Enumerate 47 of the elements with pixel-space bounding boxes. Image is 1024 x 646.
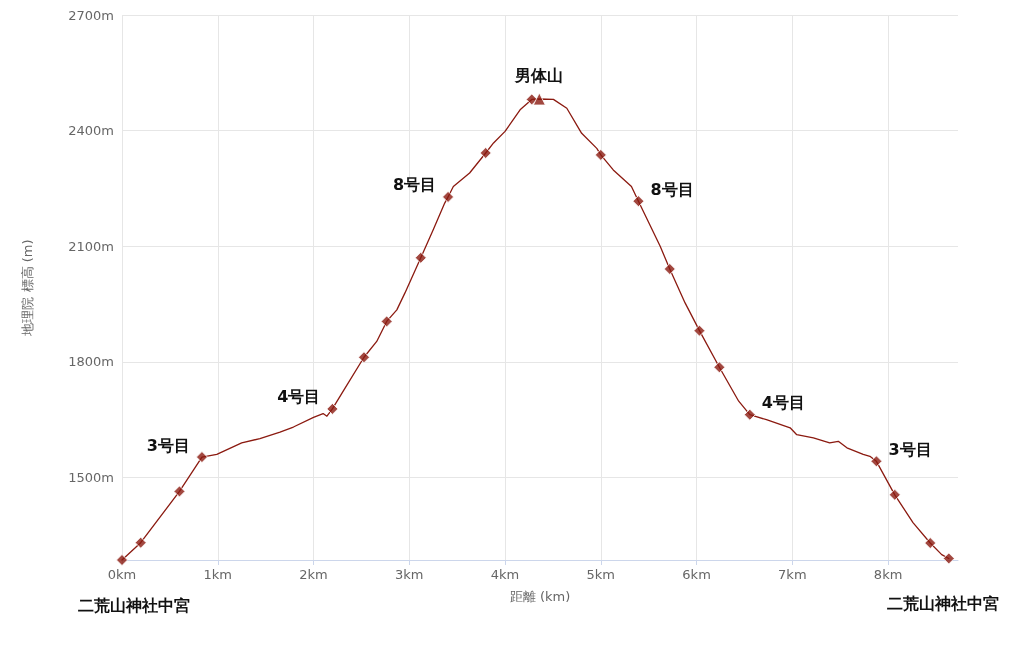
point [870,455,883,468]
point [632,195,645,208]
point [380,315,393,328]
point [942,552,955,565]
point [414,251,427,264]
y-tick-label: 2700m [68,7,114,23]
point [195,451,208,464]
x-tick-label: 8km [873,567,903,582]
annotation: 二荒山神社中宮 [78,595,190,615]
point [532,92,546,106]
point [116,554,128,566]
y-tick-label: 1500m [68,470,114,486]
annotation: 男体山 [514,65,564,85]
x-tick-label: 1km [203,567,232,582]
y-tick-label: 1800m [68,354,114,370]
point [134,536,147,549]
point [357,351,370,364]
y-axis-title: 地理院 標高 (m) [20,239,35,337]
x-axis-title: 距離 (km) [509,589,571,604]
x-tick-label: 3km [395,567,424,582]
x-tick-label: 0km [107,567,137,582]
annotation: 3号目 [888,439,932,459]
y-tick-label: 2400m [68,123,114,139]
point [326,402,339,415]
annotation: 8号目 [650,179,694,199]
point [713,361,726,374]
point [693,324,706,337]
annotation: 3号目 [146,435,190,455]
x-tick-label: 2km [299,567,328,582]
point [663,263,676,275]
annotation: 4号目 [277,387,321,407]
y-tick-label: 2100m [68,238,114,254]
point [924,537,937,550]
annotation: 二荒山神社中宮 [886,593,999,613]
x-tick-label: 5km [586,567,616,582]
point [173,485,186,498]
point [888,488,901,501]
annotation: 8号目 [392,175,437,195]
point [525,93,538,106]
point [442,190,455,203]
x-tick-label: 6km [682,567,711,582]
x-tick-label: 7km [778,567,807,582]
annotation: 4号目 [761,393,805,413]
point [743,408,756,421]
point [479,146,492,159]
x-tick-label: 4km [490,567,520,582]
point [594,148,607,161]
